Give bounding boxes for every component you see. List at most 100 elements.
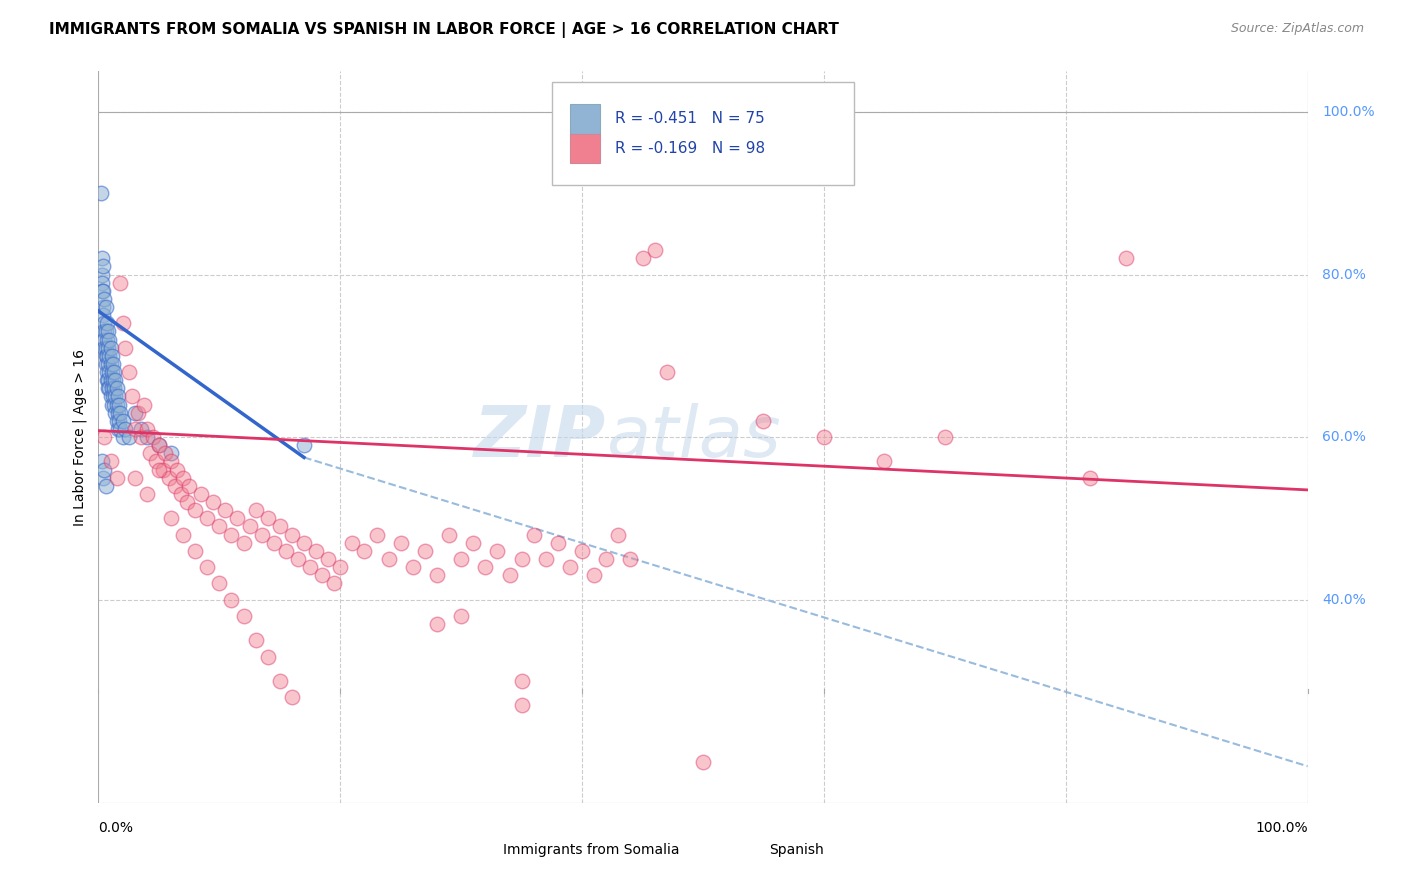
Point	[93, 333, 115, 347]
Text: IMMIGRANTS FROM SOMALIA VS SPANISH IN LABOR FORCE | AGE > 16 CORRELATION CHART: IMMIGRANTS FROM SOMALIA VS SPANISH IN LA…	[49, 22, 839, 38]
Point	[142, 430, 165, 444]
Point	[571, 544, 593, 558]
Point	[104, 373, 127, 387]
Point	[169, 487, 191, 501]
Point	[114, 341, 136, 355]
Point	[172, 471, 194, 485]
Point	[91, 260, 114, 274]
Point	[523, 527, 546, 541]
Point	[129, 430, 152, 444]
Point	[101, 357, 124, 371]
Point	[366, 527, 388, 541]
Text: 60.0%: 60.0%	[1322, 430, 1367, 444]
Point	[1115, 252, 1137, 266]
Point	[221, 527, 243, 541]
Point	[157, 471, 180, 485]
Point	[160, 446, 183, 460]
Point	[108, 422, 131, 436]
Point	[94, 357, 117, 371]
Point	[105, 398, 128, 412]
Point	[101, 389, 124, 403]
Point	[655, 365, 678, 379]
Point	[292, 535, 315, 549]
Point	[91, 308, 114, 322]
Point	[90, 186, 112, 201]
Point	[135, 487, 157, 501]
Point	[148, 438, 170, 452]
Point	[98, 365, 121, 379]
Point	[91, 471, 114, 485]
Point	[232, 535, 254, 549]
Point	[583, 568, 606, 582]
Point	[245, 503, 267, 517]
Point	[96, 349, 118, 363]
Point	[134, 398, 156, 412]
Point	[232, 608, 254, 623]
Point	[619, 552, 641, 566]
Point	[148, 438, 170, 452]
Point	[114, 422, 136, 436]
Point	[100, 357, 122, 371]
Point	[195, 560, 218, 574]
Point	[450, 552, 472, 566]
Point	[292, 438, 315, 452]
Point	[692, 755, 714, 769]
Point	[607, 527, 630, 541]
Point	[245, 633, 267, 648]
Point	[498, 568, 520, 582]
Point	[94, 341, 117, 355]
Point	[437, 527, 460, 541]
Point	[1078, 471, 1101, 485]
Point	[105, 381, 128, 395]
Point	[547, 535, 569, 549]
Text: Source: ZipAtlas.com: Source: ZipAtlas.com	[1230, 22, 1364, 36]
Point	[160, 511, 183, 525]
Point	[160, 454, 183, 468]
Point	[208, 519, 231, 533]
Text: 40.0%: 40.0%	[1322, 592, 1365, 607]
Point	[813, 430, 835, 444]
Point	[107, 422, 129, 436]
Point	[91, 300, 114, 314]
Point	[100, 349, 122, 363]
Point	[127, 406, 149, 420]
Point	[107, 406, 129, 420]
Point	[299, 560, 322, 574]
Point	[184, 503, 207, 517]
Point	[534, 552, 557, 566]
Text: 80.0%: 80.0%	[1322, 268, 1367, 282]
Point	[96, 333, 118, 347]
Point	[111, 414, 134, 428]
Point	[100, 389, 122, 403]
Point	[111, 430, 134, 444]
Point	[644, 243, 666, 257]
Point	[103, 398, 125, 412]
Point	[103, 365, 125, 379]
Point	[105, 471, 128, 485]
Point	[389, 535, 412, 549]
Point	[426, 568, 449, 582]
Text: Spanish: Spanish	[769, 843, 824, 856]
Point	[510, 552, 533, 566]
Point	[558, 560, 581, 574]
Point	[153, 446, 176, 460]
Point	[103, 381, 125, 395]
Point	[118, 430, 141, 444]
Point	[96, 316, 118, 330]
Point	[450, 608, 472, 623]
Point	[100, 454, 122, 468]
Point	[256, 649, 278, 664]
Point	[486, 544, 509, 558]
Point	[91, 252, 114, 266]
Point	[305, 544, 328, 558]
Point	[91, 284, 114, 298]
Point	[342, 535, 364, 549]
Point	[91, 454, 114, 468]
Point	[166, 462, 188, 476]
Point	[190, 487, 212, 501]
Point	[100, 373, 122, 387]
Point	[94, 325, 117, 339]
Point	[129, 422, 152, 436]
Point	[221, 592, 243, 607]
Point	[121, 389, 143, 403]
